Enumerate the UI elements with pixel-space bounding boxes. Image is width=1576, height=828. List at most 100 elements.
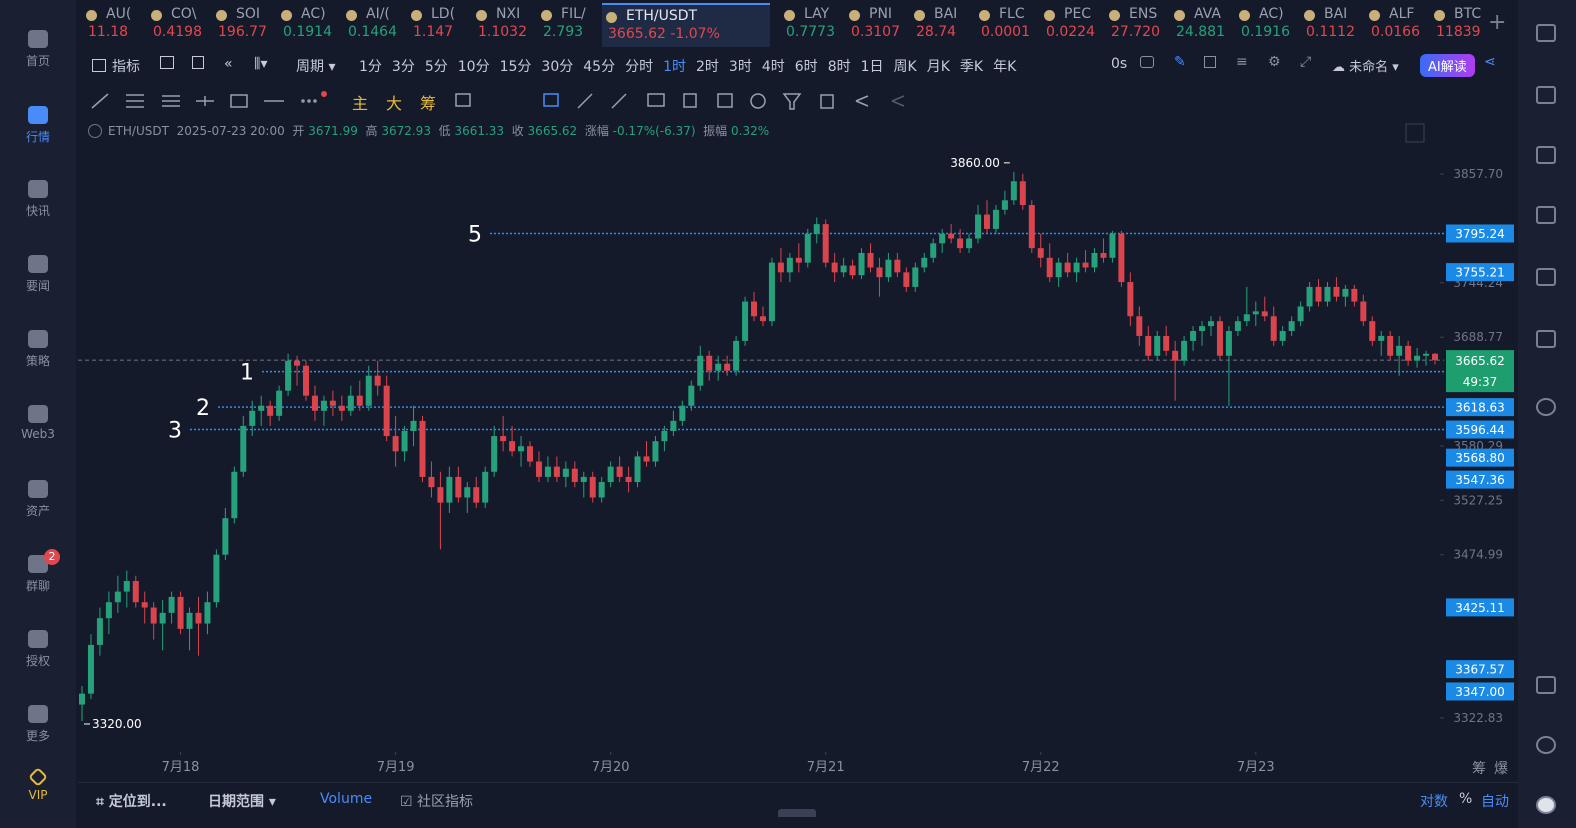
ticker[interactable]: AVA 24.881 [1170,6,1232,40]
ticker[interactable]: FLC 0.0001 [975,6,1037,40]
ticker-price: 0.4198 [147,24,209,40]
ticker[interactable]: SOI 196.77 [212,6,274,40]
interval[interactable]: 周K [893,59,917,75]
tool-big[interactable]: 大 [386,94,403,113]
interval[interactable]: 15分 [499,59,532,75]
ticker[interactable]: ALF 0.0166 [1365,6,1427,40]
interval[interactable]: 5分 [424,59,448,75]
ticker[interactable]: AU(11.18 [82,6,144,40]
axis-button[interactable]: 爆 [1494,761,1508,777]
nav-item[interactable]: 要闻 [0,255,76,294]
nav-item[interactable]: 快讯 [0,180,76,219]
add-tab[interactable]: + [1488,10,1507,35]
auto[interactable]: 自动 [1481,794,1509,810]
ticker[interactable]: PEC 0.0224 [1040,6,1102,40]
ticker[interactable]: NXI 1.1032 [472,6,534,40]
nav-item[interactable]: Web3 [0,405,76,441]
interval[interactable]: 3分 [391,59,415,75]
share[interactable]: ⋖ [1484,54,1496,70]
icon[interactable] [192,56,204,69]
icon[interactable] [160,56,174,69]
icon[interactable] [1536,330,1556,348]
ticker-price: 27.720 [1105,24,1167,40]
ticker-name: BAI [1300,6,1362,22]
volume[interactable]: Volume [320,791,373,807]
interval[interactable]: 1时 [663,59,686,75]
interval[interactable]: 2时 [696,59,719,75]
candle-body [401,431,408,452]
nav-label: 群聊 [25,579,50,593]
icon[interactable]: ⤢ [1300,54,1312,70]
icon[interactable] [1536,24,1556,42]
price: 0.1916 [1241,24,1290,40]
icon[interactable] [1204,56,1216,68]
ticker[interactable]: AC) 0.1914 [277,6,339,40]
interval[interactable]: 3时 [728,59,752,75]
nav-item[interactable]: 首页 [0,30,76,69]
ticker[interactable]: BTC 11839 [1430,6,1492,40]
ticker[interactable]: BAI 28.74 [910,6,972,40]
tool-chip[interactable]: 筹 [420,94,437,113]
interval[interactable]: 分时 [625,59,654,75]
range[interactable]: 日期范围 ▾ [208,794,276,810]
period[interactable]: 周期 ▾ [296,59,336,75]
layout[interactable]: ☁ 未命名 ▾ [1332,60,1399,75]
icon[interactable] [1536,796,1556,814]
ticker[interactable]: FIL/2.793 [537,6,599,40]
ticker[interactable]: AI/(0.1464 [342,6,404,40]
interval[interactable]: 6时 [794,59,818,75]
ticker[interactable]: ENS 27.720 [1105,6,1167,40]
nav-item[interactable]: 群聊 2 [0,549,76,594]
icon[interactable] [1536,206,1556,224]
community[interactable]: ☑ 社区指标 [400,794,474,810]
icon[interactable] [1536,86,1556,104]
nav-item[interactable]: 授权 [0,630,76,669]
interval[interactable]: 1分 [359,59,382,75]
interval[interactable]: 月K [926,59,950,75]
icon[interactable] [1536,398,1556,416]
nav-item[interactable]: 策略 [0,330,76,369]
tool-main[interactable]: 主 [352,94,369,113]
interval[interactable]: 4时 [761,59,785,75]
interval[interactable]: 季K [959,59,984,75]
ticker[interactable]: AC) 0.1916 [1235,6,1297,40]
icon[interactable] [1536,146,1556,164]
ticker[interactable]: BAI 0.1112 [1300,6,1362,40]
icon[interactable] [1536,268,1556,286]
ticker[interactable]: LAY 0.7773 [780,6,842,40]
interval[interactable]: 8时 [827,59,851,75]
nav-item[interactable]: 资产 [0,480,76,519]
handle[interactable] [778,809,816,817]
nav-item[interactable]: VIP [0,767,76,802]
interval[interactable]: 30分 [541,59,574,75]
interval[interactable]: 1日 [860,59,884,75]
ticker[interactable]: ETH/USDT 3665.62 -1.07% [602,3,770,47]
ai-button[interactable]: AI解读 [1420,54,1475,77]
ticker[interactable]: PNI 0.3107 [845,6,907,40]
icon[interactable]: ✎ [1174,54,1186,70]
timer[interactable]: 0s [1111,56,1128,72]
log[interactable]: 对数 [1420,794,1448,810]
interval[interactable]: 10分 [457,59,490,75]
icon[interactable] [1405,123,1425,143]
icon[interactable]: « [224,56,233,72]
interval[interactable]: 45分 [583,59,616,75]
ticker[interactable]: LD(1.147 [407,6,469,40]
interval[interactable]: 年K [993,59,1017,75]
ticker[interactable]: CO\ 0.4198 [147,6,209,40]
icon[interactable] [1536,676,1556,694]
indicator[interactable]: 指标 [92,56,140,76]
locate[interactable]: ⌗ 定位到... [96,794,167,810]
nav-item[interactable]: 更多 [0,705,76,744]
icon[interactable]: ≡ [1236,54,1248,70]
icon[interactable] [1536,736,1556,754]
icon[interactable]: ⚙ [1268,54,1281,70]
icon[interactable] [1140,56,1154,68]
axis-button[interactable]: 筹 [1472,761,1486,777]
nav-item[interactable]: 行情 [0,106,76,145]
icon[interactable] [88,124,102,138]
percent[interactable]: % [1459,791,1473,807]
current-price-label: 3665.62 [1455,354,1505,368]
candle-body [1064,262,1071,273]
icon[interactable]: ⫼▾ [254,56,268,72]
